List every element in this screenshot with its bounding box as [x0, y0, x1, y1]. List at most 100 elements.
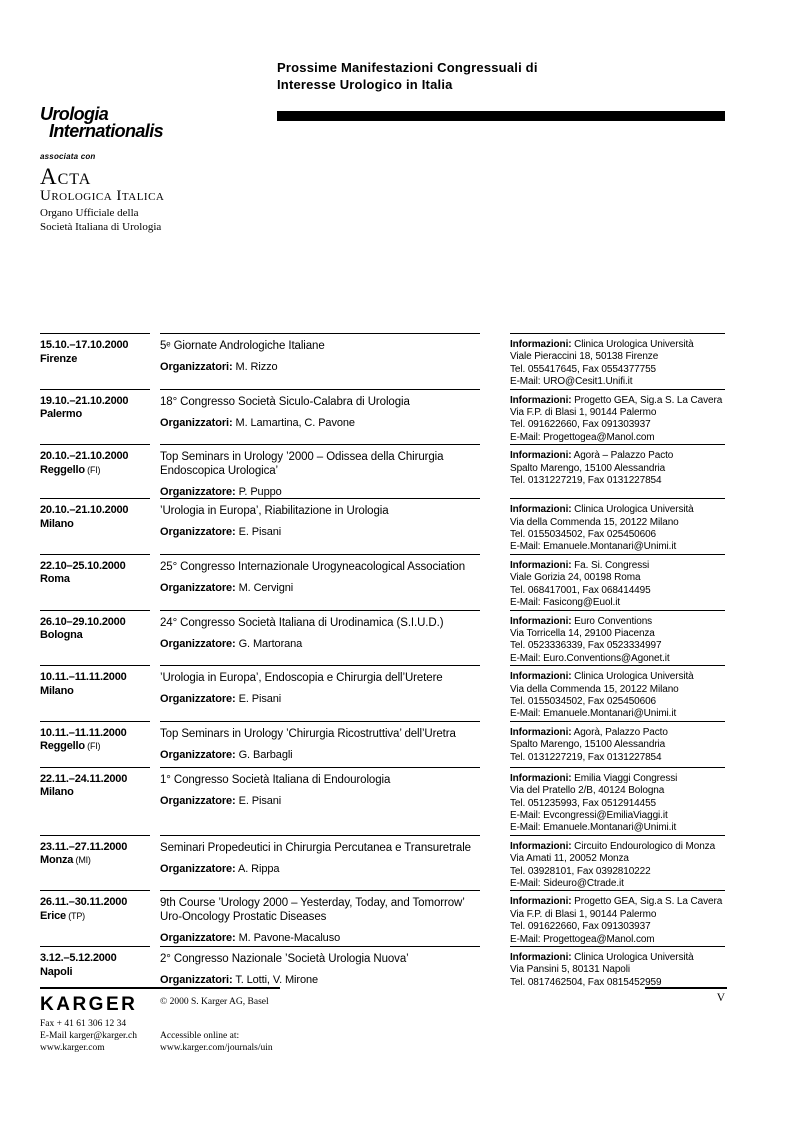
- publisher-contact: Fax + 41 61 306 12 34 E-Mail karger@karg…: [40, 1019, 138, 1053]
- event-place: Milano: [40, 517, 74, 530]
- organizer-names: M. Lamartina, C. Pavone: [235, 416, 355, 429]
- event-date: 15.10.–17.10.2000: [40, 339, 129, 351]
- organizer-label: Organizzatori:: [160, 416, 233, 429]
- journal-name-line1: Urologia: [40, 104, 109, 124]
- acta-subtitle: Urologica Italica: [40, 188, 165, 204]
- associated-label: associata con: [40, 152, 96, 161]
- organizer-names: G. Barbagli: [238, 748, 293, 761]
- event-title: Top Seminars in Urology ’Chirurgia Ricos…: [160, 727, 456, 740]
- info-details: Spalto Marengo, 15100 Alessandria Tel. 0…: [510, 462, 666, 487]
- event-title: 5ᵉ Giornate Andrologiche Italiane: [160, 340, 325, 352]
- organizer-names: A. Rippa: [237, 862, 280, 875]
- info-organization: Fa. Si. Congressi: [574, 559, 650, 571]
- event-row: 15.10.–17.10.2000 Firenze 5ᵉ Giornate An…: [40, 333, 725, 389]
- event-row: 20.10.–21.10.2000 Reggello (FI) Top Semi…: [40, 444, 725, 498]
- info-organization: Progetto GEA, Sig.a S. La Cavera: [574, 896, 723, 908]
- event-place: Milano: [40, 786, 74, 799]
- event-place-suffix: (FI): [84, 464, 101, 475]
- organizer-label: Organizzatori:: [160, 974, 233, 987]
- info-organization: Circuito Endourologico di Monza: [574, 840, 716, 852]
- organizer-label: Organizzatore:: [160, 862, 236, 875]
- info-details: Viale Pieraccini 18, 50138 Firenze Tel. …: [510, 351, 659, 388]
- info-label: Informazioni:: [510, 952, 572, 964]
- event-place-suffix: (TP): [65, 910, 85, 921]
- info-details: Via Amati 11, 20052 Monza Tel. 03928101,…: [510, 853, 651, 889]
- event-title: 2° Congresso Nazionale ’Società Urologia…: [160, 953, 409, 966]
- event-date: 23.11.–27.11.2000: [40, 840, 128, 853]
- info-label: Informazioni:: [510, 840, 572, 852]
- info-details: Via del Pratello 2/B, 40124 Bologna Tel.…: [510, 785, 677, 834]
- event-place: Roma: [40, 573, 70, 586]
- info-details: Via della Commenda 15, 20122 Milano Tel.…: [510, 516, 679, 553]
- info-organization: Clinica Urologica Università: [574, 339, 694, 350]
- event-row: 26.10–29.10.2000 Bologna 24° Congresso S…: [40, 609, 725, 666]
- event-date: 26.10–29.10.2000: [40, 615, 126, 628]
- organizer-names: M. Rizzo: [235, 361, 278, 373]
- info-label: Informazioni:: [510, 504, 572, 516]
- event-title: ’Urologia in Europa’, Endoscopia e Chiru…: [160, 672, 443, 685]
- event-title: 25° Congresso Internazionale Urogyneacol…: [160, 560, 466, 573]
- event-place: Reggello (FI): [40, 740, 101, 753]
- event-date: 19.10.–21.10.2000: [40, 394, 129, 407]
- organizer-label: Organizzatori:: [160, 361, 233, 373]
- info-label: Informazioni:: [510, 726, 572, 738]
- organizer-label: Organizzatore:: [160, 748, 236, 761]
- event-place-suffix: (MI): [73, 855, 91, 866]
- event-date: 22.11.–24.11.2000: [40, 772, 128, 785]
- event-row: 3.12.–5.12.2000 Napoli 2° Congresso Nazi…: [40, 946, 725, 994]
- info-details: Via della Commenda 15, 20122 Milano Tel.…: [510, 683, 679, 720]
- organizer-names: P. Puppo: [238, 486, 282, 499]
- info-label: Informazioni:: [510, 559, 572, 571]
- info-organization: Agorà, Palazzo Pacto: [573, 726, 668, 738]
- organizer-label: Organizzatore:: [160, 794, 236, 807]
- organizer-label: Organizzatore:: [160, 526, 236, 539]
- online-access: Accessible online at: www.karger.com/jou…: [160, 1031, 273, 1053]
- info-details: Via F.P. di Blasi 1, 90144 Palermo Tel. …: [510, 407, 657, 443]
- event-date: 3.12.–5.12.2000: [40, 952, 117, 965]
- organizer-names: M. Pavone-Macaluso: [238, 932, 341, 945]
- organizer-label: Organizzatore:: [160, 486, 236, 499]
- header-rule: [277, 111, 725, 121]
- event-title: 18° Congresso Società Siculo-Calabra di …: [160, 395, 410, 408]
- event-row: 20.10.–21.10.2000 Milano ’Urologia in Eu…: [40, 498, 725, 554]
- event-date: 26.11.–30.11.2000: [40, 896, 128, 909]
- info-organization: Clinica Urologica Università: [574, 504, 694, 516]
- karger-logo: KARGER: [40, 994, 138, 1015]
- info-details: Via Torricella 14, 29100 Piacenza Tel. 0…: [510, 627, 670, 664]
- acta-logo: Acta Urologica Italica: [40, 165, 164, 204]
- organizer-names: T. Lotti, V. Mirone: [235, 974, 319, 987]
- info-organization: Clinica Urologica Università: [574, 952, 694, 964]
- event-date: 10.11.–11.11.2000: [40, 726, 127, 739]
- page-title: Prossime Manifestazioni Congressuali di …: [277, 60, 538, 92]
- info-organization: Clinica Urologica Università: [574, 671, 694, 683]
- info-organization: Euro Conventions: [574, 615, 653, 627]
- event-row: 22.10–25.10.2000 Roma 25° Congresso Inte…: [40, 553, 725, 610]
- copyright-text: © 2000 S. Karger AG, Basel: [160, 997, 269, 1007]
- info-details: Spalto Marengo, 15100 Alessandria Tel. 0…: [510, 739, 666, 763]
- journal-name-line2: Internationalis: [49, 121, 164, 141]
- journal-logo: Urologia Internationalis: [40, 104, 164, 141]
- event-title: 1° Congresso Società Italiana di Endouro…: [160, 773, 391, 786]
- event-place: Monza (MI): [40, 854, 91, 867]
- event-title: Top Seminars in Urology ’2000 – Odissea …: [160, 451, 444, 478]
- event-row: 26.11.–30.11.2000 Erice (TP) 9th Course …: [40, 890, 725, 946]
- info-label: Informazioni:: [510, 339, 572, 350]
- info-label: Informazioni:: [510, 450, 572, 462]
- info-label: Informazioni:: [510, 615, 572, 627]
- footer-rule-right: [645, 987, 727, 989]
- event-place: Napoli: [40, 965, 73, 978]
- official-organ-label: Organo Ufficiale della Società Italiana …: [40, 207, 162, 233]
- organizer-names: E. Pisani: [238, 693, 282, 706]
- event-place: Milano: [40, 684, 74, 697]
- event-row: 23.11.–27.11.2000 Monza (MI) Seminari Pr…: [40, 834, 725, 891]
- organizer-names: G. Martorana: [238, 637, 303, 650]
- info-label: Informazioni:: [510, 671, 572, 683]
- info-organization: Progetto GEA, Sig.a S. La Cavera: [574, 394, 723, 406]
- info-details: Via F.P. di Blasi 1, 90144 Palermo Tel. …: [510, 908, 657, 945]
- organizer-label: Organizzatore:: [160, 581, 236, 594]
- events-table: 15.10.–17.10.2000 Firenze 5ᵉ Giornate An…: [40, 333, 725, 994]
- organizer-label: Organizzatore:: [160, 637, 236, 650]
- event-row: 10.11.–11.11.2000 Milano ’Urologia in Eu…: [40, 665, 725, 721]
- event-date: 10.11.–11.11.2000: [40, 671, 127, 684]
